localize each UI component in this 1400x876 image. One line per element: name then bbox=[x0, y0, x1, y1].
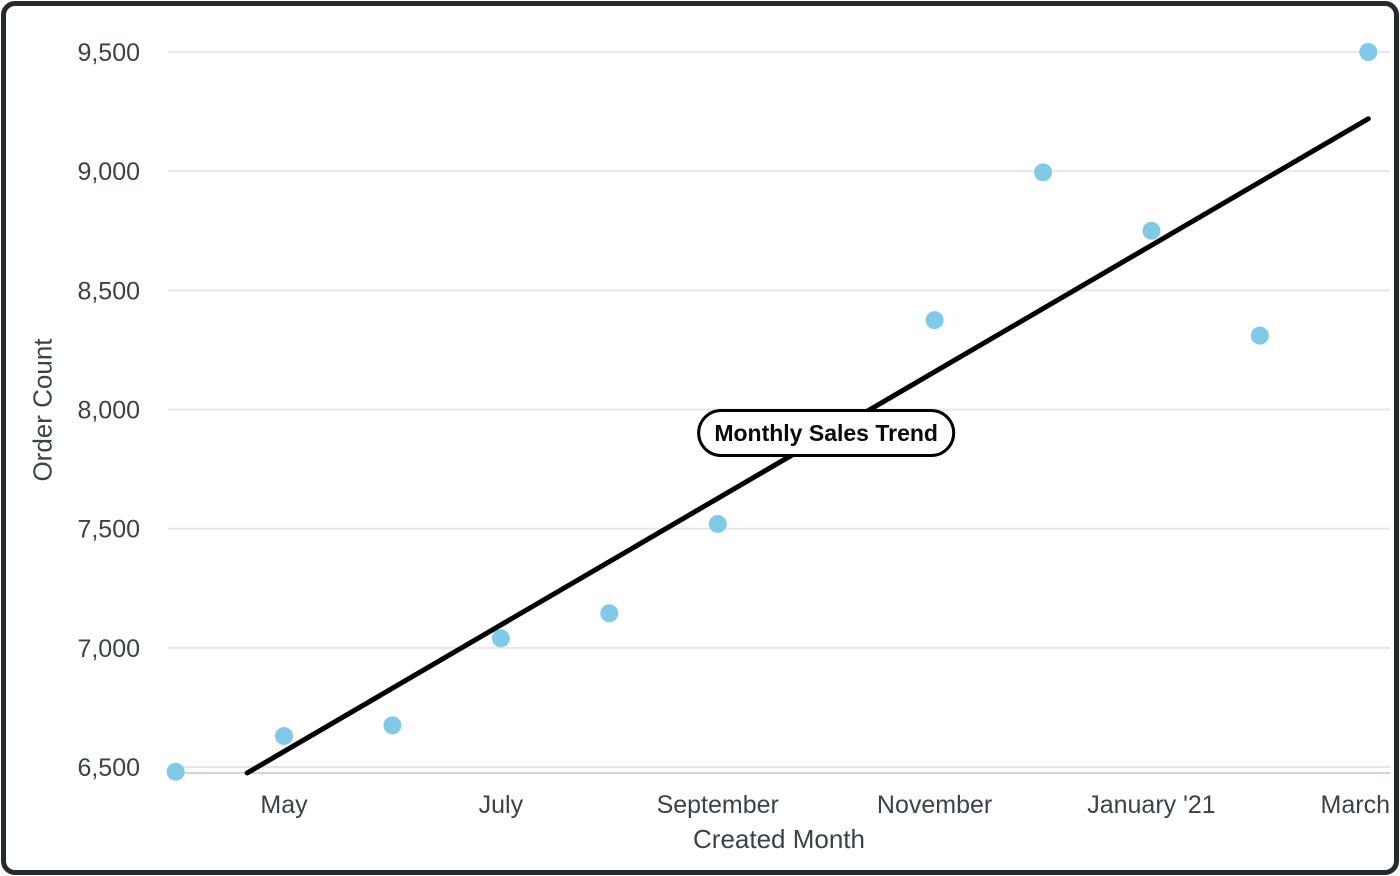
y-axis-tick-label: 9,000 bbox=[77, 158, 140, 186]
trend-annotation-pill[interactable]: Monthly Sales Trend bbox=[697, 409, 955, 458]
data-point[interactable] bbox=[383, 716, 402, 735]
x-axis-tick-label: May bbox=[260, 791, 308, 819]
data-point[interactable] bbox=[708, 514, 727, 533]
data-point[interactable] bbox=[600, 604, 619, 623]
data-point[interactable] bbox=[1250, 326, 1269, 345]
x-axis-title: Created Month bbox=[693, 824, 865, 854]
data-point[interactable] bbox=[166, 762, 185, 781]
y-axis-tick-label: 6,500 bbox=[77, 754, 140, 782]
data-point[interactable] bbox=[275, 727, 294, 746]
x-axis-tick-label: November bbox=[877, 791, 992, 819]
data-point[interactable] bbox=[491, 629, 510, 648]
y-axis-tick-label: 9,500 bbox=[77, 39, 140, 67]
data-point[interactable] bbox=[1034, 163, 1053, 182]
y-axis-tick-label: 8,500 bbox=[77, 277, 140, 305]
data-point[interactable] bbox=[1142, 221, 1161, 240]
y-axis-tick-label: 7,000 bbox=[77, 635, 140, 663]
x-axis-tick-label: March bbox=[1321, 791, 1390, 819]
x-axis-tick-label: January '21 bbox=[1087, 791, 1215, 819]
x-axis-tick-label: July bbox=[479, 791, 524, 819]
data-point[interactable] bbox=[925, 311, 944, 330]
y-axis-title: Order Count bbox=[27, 338, 58, 482]
data-point[interactable] bbox=[1359, 43, 1378, 61]
x-axis-tick-label: September bbox=[657, 791, 779, 819]
y-axis-tick-label: 8,000 bbox=[77, 397, 140, 425]
y-axis-tick-label: 7,500 bbox=[77, 516, 140, 544]
